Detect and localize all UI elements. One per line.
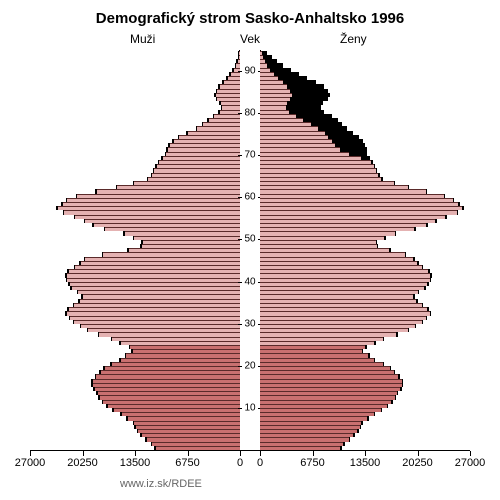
chart-title: Demografický strom Sasko-Anhaltsko 1996	[0, 10, 500, 27]
x-tick-label: 0	[237, 457, 243, 469]
y-tick-label: 60	[243, 192, 256, 203]
label-age: Vek	[240, 32, 260, 46]
y-tick-label: 10	[243, 402, 256, 413]
x-tick-label: 6750	[175, 457, 199, 469]
y-tick-label: 20	[243, 360, 256, 371]
women-panel	[260, 50, 470, 450]
x-tick-label: 20250	[67, 457, 98, 469]
x-axis: 2700020250135006750006750135002025027000	[30, 450, 470, 480]
y-tick-label: 50	[243, 234, 256, 245]
y-tick-label: 80	[243, 108, 256, 119]
label-women: Ženy	[340, 32, 367, 46]
credit-text: www.iz.sk/RDEE	[120, 478, 202, 490]
y-tick-label: 90	[243, 66, 256, 77]
x-tick-label: 0	[257, 457, 263, 469]
label-men: Muži	[130, 32, 155, 46]
y-tick-label: 40	[243, 276, 256, 287]
x-tick-label: 20250	[402, 457, 433, 469]
y-tick-label: 30	[243, 318, 256, 329]
x-tick-label: 13500	[120, 457, 151, 469]
men-panel	[30, 50, 240, 450]
men-bars-front	[30, 50, 240, 450]
x-tick-label: 27000	[15, 457, 46, 469]
x-tick-label: 27000	[455, 457, 486, 469]
x-tick-label: 13500	[350, 457, 381, 469]
women-bars-front	[260, 50, 470, 450]
chart-container: Demografický strom Sasko-Anhaltsko 1996 …	[0, 0, 500, 500]
x-tick-label: 6750	[300, 457, 324, 469]
y-tick-label: 70	[243, 150, 256, 161]
